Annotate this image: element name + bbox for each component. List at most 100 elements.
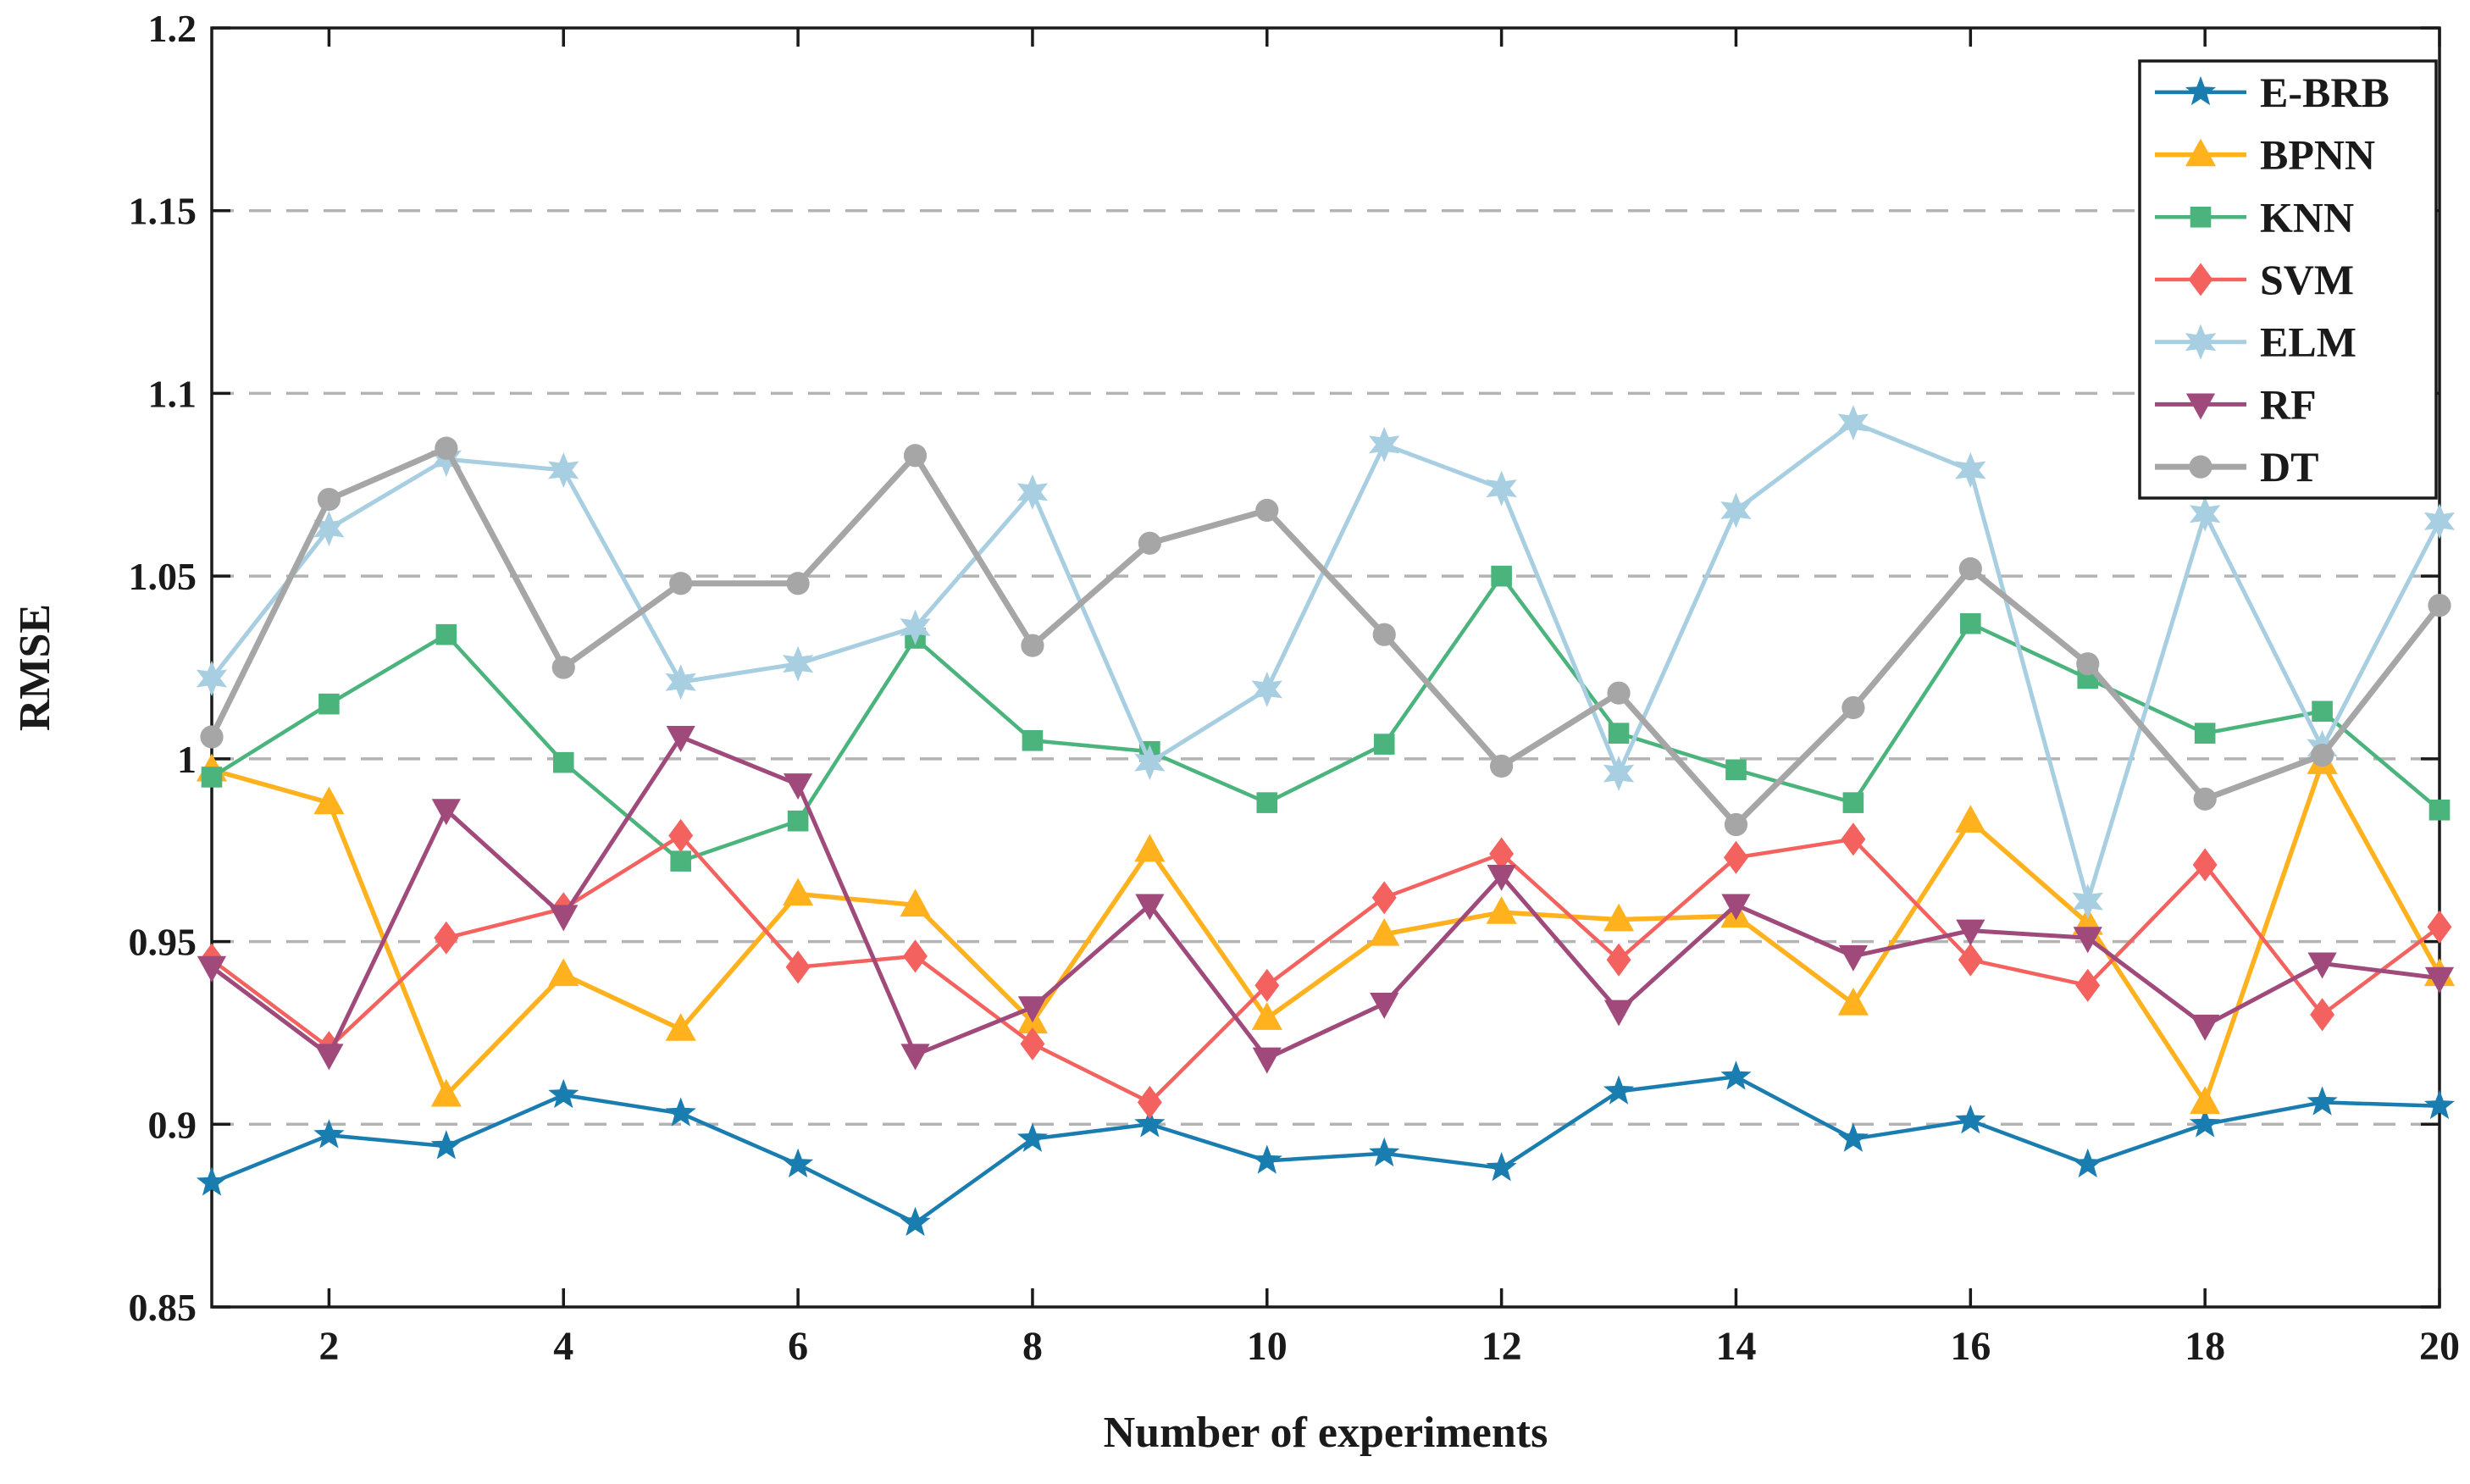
legend-label-knn: KNN — [2260, 193, 2354, 241]
marker-bpnn — [1603, 903, 1635, 932]
marker-bpnn — [1486, 896, 1517, 924]
legend-entry-e-brb: E-BRB — [2155, 69, 2390, 116]
marker-rf — [2307, 952, 2337, 979]
marker-e-brb — [1369, 1137, 1400, 1167]
triangle-up-glyph — [1134, 833, 1166, 862]
marker-rf — [1956, 919, 1985, 946]
xtick-label-2: 2 — [318, 1324, 339, 1369]
triangle-down-glyph — [1017, 996, 1048, 1023]
marker-dt — [903, 444, 928, 468]
legend-marker-dt — [2189, 455, 2212, 479]
marker-knn — [435, 623, 457, 645]
marker-e-brb — [2072, 1148, 2103, 1178]
triangle-up-glyph — [665, 1013, 696, 1041]
marker-knn — [2312, 700, 2333, 723]
triangle-down-glyph — [2185, 393, 2216, 420]
ytick-label-1.15: 1.15 — [129, 190, 197, 233]
marker-dt — [317, 487, 341, 512]
square-glyph — [1373, 734, 1395, 755]
marker-rf — [314, 1044, 344, 1071]
marker-elm — [1134, 745, 1166, 781]
circle-glyph — [200, 725, 224, 749]
marker-elm — [1369, 426, 1400, 462]
y-axis-label: RMSE — [11, 604, 59, 731]
marker-rf — [1017, 996, 1048, 1023]
marker-elm — [900, 609, 931, 645]
marker-elm — [2423, 503, 2456, 540]
star-glyph — [1603, 1075, 1635, 1105]
star-glyph — [1016, 1122, 1049, 1152]
marker-elm — [1720, 492, 1752, 529]
star-glyph — [1369, 1137, 1400, 1167]
diamond-glyph — [1958, 943, 1983, 977]
gridlines — [212, 208, 2440, 1127]
ytick-label-0.95: 0.95 — [129, 921, 197, 964]
square-glyph — [1022, 729, 1044, 751]
diamond-glyph — [785, 950, 811, 984]
marker-elm — [1251, 671, 1282, 707]
hexagram-glyph — [196, 660, 228, 696]
star-glyph — [900, 1206, 931, 1237]
line-rf — [209, 734, 2442, 1061]
triangle-up-glyph — [2190, 1086, 2221, 1115]
marker-svm — [2192, 848, 2218, 882]
marker-rf — [1603, 999, 1634, 1027]
legend-entry-rf: RF — [2155, 380, 2317, 428]
square-glyph — [318, 693, 340, 715]
legend-marker-e-brb — [2185, 75, 2217, 106]
marker-e-brb — [313, 1119, 345, 1149]
marker-knn — [1373, 734, 1395, 755]
marker-rf — [2073, 927, 2102, 954]
marker-elm — [548, 452, 579, 489]
marker-bpnn — [2190, 1086, 2221, 1115]
legend-entry-dt: DT — [2155, 443, 2318, 490]
diamond-glyph — [2427, 910, 2452, 944]
hexagram-glyph — [1251, 671, 1282, 707]
diamond-glyph — [1606, 943, 1631, 977]
marker-knn — [1256, 792, 1278, 813]
triangle-down-glyph — [2424, 966, 2455, 994]
line-svm — [209, 833, 2442, 1105]
axis-ticks — [212, 26, 2441, 1309]
marker-dt — [1372, 623, 1396, 646]
marker-e-brb — [665, 1097, 696, 1127]
square-glyph — [2312, 700, 2333, 723]
legend-marker-elm — [2185, 324, 2217, 360]
marker-knn — [1022, 729, 1044, 751]
diamond-glyph — [1724, 840, 1748, 874]
marker-dt — [435, 436, 458, 460]
marker-elm — [313, 511, 345, 547]
square-glyph — [1256, 792, 1278, 813]
triangle-down-glyph — [1487, 864, 1516, 891]
marker-dt — [1607, 681, 1631, 705]
marker-dt — [2428, 594, 2451, 617]
marker-rf — [900, 1044, 930, 1071]
circle-glyph — [1607, 681, 1631, 705]
marker-dt — [1958, 556, 1982, 581]
triangle-up-glyph — [1251, 1002, 1282, 1030]
marker-dt — [786, 572, 810, 595]
diamond-glyph — [1841, 822, 1866, 856]
marker-e-brb — [430, 1130, 462, 1160]
legend-label-elm: ELM — [2260, 318, 2356, 366]
marker-dt — [1490, 754, 1514, 778]
hexagram-glyph — [1016, 473, 1049, 510]
triangle-up-glyph — [2185, 138, 2217, 167]
triangle-down-glyph — [1838, 944, 1868, 972]
marker-elm — [1486, 470, 1517, 507]
legend-marker-knn — [2190, 206, 2212, 228]
marker-e-brb — [1251, 1144, 1282, 1174]
xtick-label-20: 20 — [2419, 1324, 2460, 1369]
ytick-label-1.2: 1.2 — [148, 7, 197, 50]
line-elm — [209, 420, 2442, 904]
marker-e-brb — [1603, 1075, 1635, 1105]
xtick-label-14: 14 — [1715, 1324, 1756, 1369]
triangle-up-glyph — [1603, 903, 1635, 932]
diamond-glyph — [1020, 1027, 1045, 1060]
hexagram-glyph — [782, 645, 814, 682]
hexagram-glyph — [2072, 883, 2103, 920]
square-glyph — [1725, 759, 1747, 781]
series-e-brb — [196, 1060, 2456, 1237]
star-glyph — [2423, 1089, 2456, 1120]
marker-dt — [551, 656, 575, 679]
